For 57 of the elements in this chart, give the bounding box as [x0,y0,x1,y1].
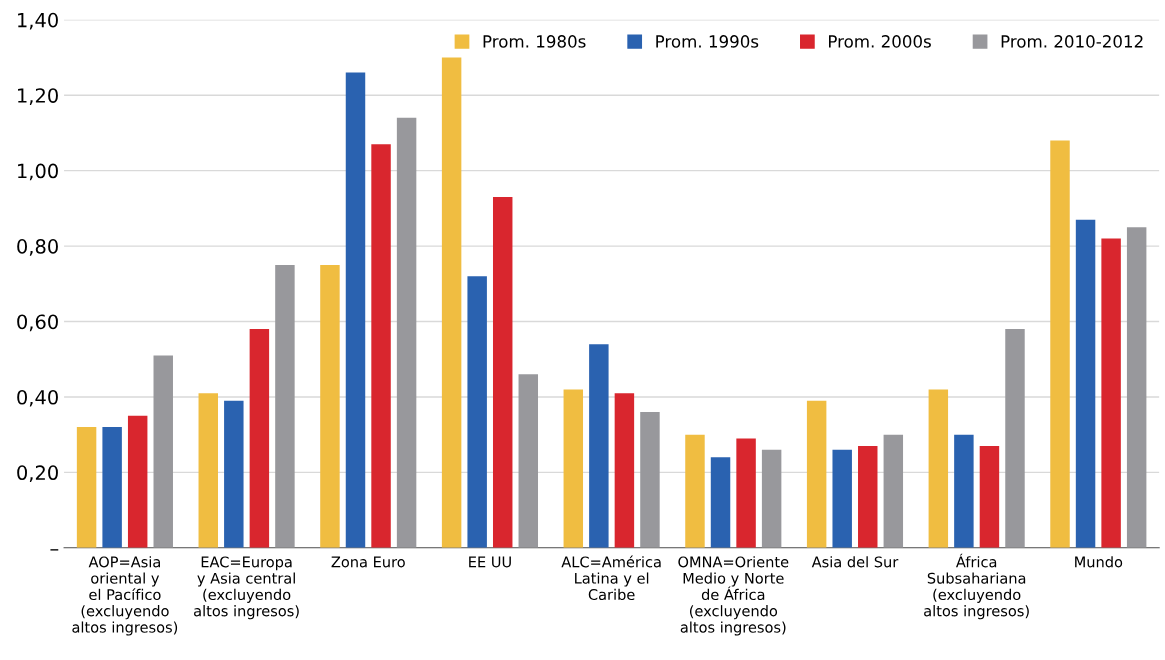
x-tick-label: AOP=Asia oriental y el Pacífico (excluyendo altos ingresos) [72,556,178,636]
bar [736,438,756,548]
bar [396,117,417,548]
bar [1005,329,1025,548]
bar [371,144,391,548]
bar [518,374,539,548]
y-tick-label: 0,40 [17,389,58,407]
legend-label: Prom. 2000s [829,35,931,48]
bar [928,389,949,548]
bar [640,412,660,548]
bar [832,449,852,548]
legend-label: Prom. 2010-2012 [1001,35,1143,48]
bar [320,264,340,548]
bar [563,389,584,548]
bar [249,329,270,548]
y-tick-label: 0,20 [17,465,58,483]
bar [198,393,218,548]
x-tick-label: Zona Euro [331,556,405,568]
y-tick-label: 1,40 [18,12,58,30]
x-tick-label: OMNA=Oriente Medio y Norte de África (excluyendo altos ingresos) [678,556,789,636]
bar [224,400,244,548]
y-tick-label: 1,20 [18,88,58,105]
x-tick-label: Mundo [1075,556,1123,568]
bar [806,400,827,548]
bar [858,445,878,548]
x-tick-label: EE UU [469,556,511,568]
bar [589,344,609,548]
legend-label: Prom. 1980s [483,35,586,48]
legend-label: Prom. 1990s [656,35,759,48]
bar [467,276,487,548]
x-tick-label: África Subsahariana (excluyendo altos ingresos) [924,553,1029,620]
y-tick-label: 0,80 [17,239,58,256]
bar [275,264,295,548]
bar [441,57,462,548]
bar [614,393,635,548]
bar [102,427,122,548]
bar [710,457,731,548]
bar [76,427,97,548]
bar [153,355,173,548]
bar [685,434,705,548]
bar [883,434,904,548]
bar [1126,227,1147,548]
y-tick-label: 0,60 [17,314,58,332]
bar [761,449,782,548]
bar [979,445,1000,548]
x-tick-label: Asia del Sur [811,556,899,568]
bar [1050,140,1070,548]
y-tick-label: 1,00 [18,163,58,181]
y-tick-label: – [50,549,59,551]
bar [1075,219,1096,548]
bar [345,72,366,548]
bar [492,197,513,548]
bar [1101,238,1121,548]
x-tick-label: ALC=América Latina y el Caribe [561,555,661,601]
bar [954,434,974,548]
bar [127,415,148,548]
x-tick-label: EAC=Europa y Asia central (excluyendo altos ingresos) [194,556,299,620]
